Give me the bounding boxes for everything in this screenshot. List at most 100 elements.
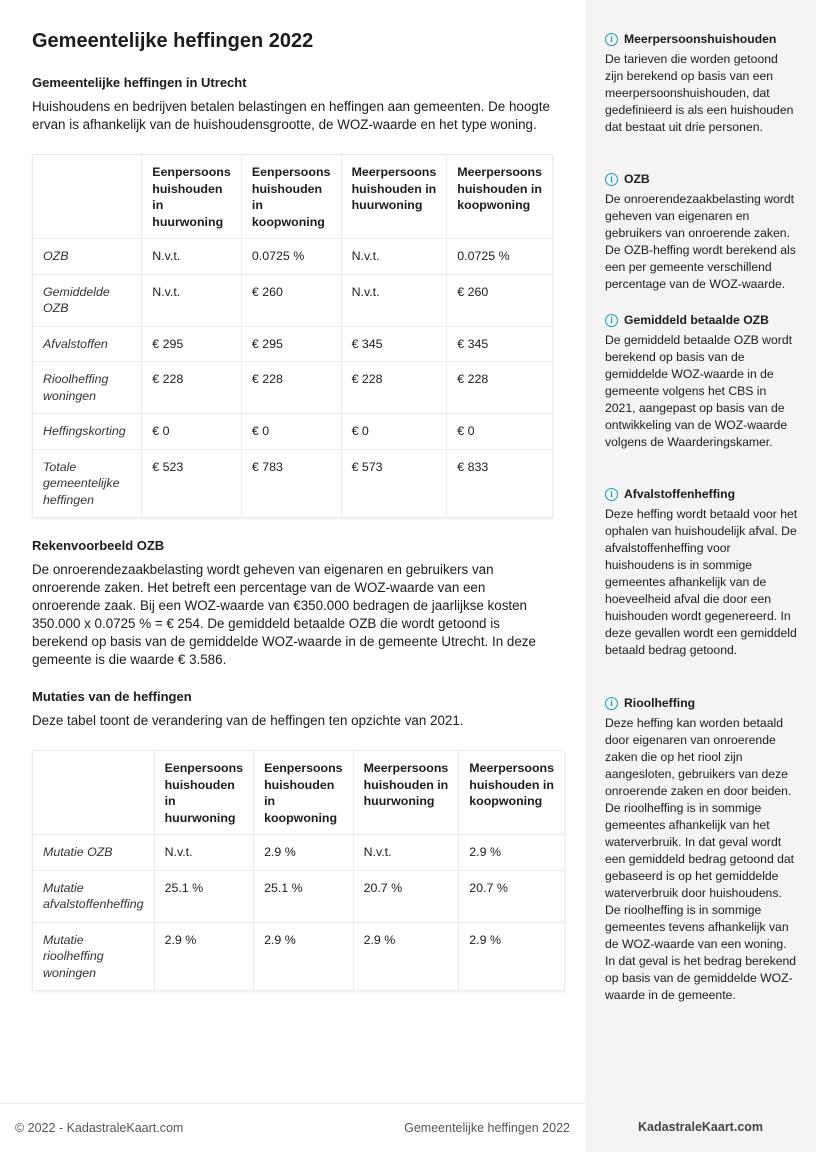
section-heading: Mutaties van de heffingen bbox=[32, 689, 192, 704]
table-row: Rioolheffing woningen € 228 € 228 € 228 € 22… bbox=[31, 361, 553, 414]
table-row: Mutatie rioolheffing woningen 2.9 % 2.9 % 2… bbox=[32, 921, 565, 991]
table-row: OZB N.v.t. 0.0725 % N.v.t. 0.0725 % bbox=[31, 238, 553, 275]
table-cell: € 228 bbox=[340, 361, 448, 414]
info-item: i Meerpersoonshuishouden De tarieven die w… bbox=[605, 32, 798, 136]
header-cell bbox=[32, 750, 155, 835]
header-row: Eenpersoons huishouden in huurwoning Eenp… bbox=[32, 750, 565, 835]
table-cell: N.v.t. bbox=[141, 273, 242, 327]
table-row: Afvalstoffen € 295 € 295 € 345 € 345 bbox=[31, 325, 553, 362]
mutations-table: Eenpersoons huishouden in huurwoning Eenp… bbox=[32, 750, 565, 991]
table-cell: € 833 bbox=[446, 448, 553, 518]
table-cell: € 0 bbox=[446, 413, 553, 450]
info-item: i OZB De onroerendezaakbelasting wordt geh… bbox=[605, 172, 798, 293]
info-heading: i OZB bbox=[605, 172, 798, 186]
table-cell: 2.9 % bbox=[458, 834, 565, 871]
header-cell: Eenpersoons huishouden in koopwoning bbox=[240, 154, 342, 239]
table-row: Mutatie OZB N.v.t. 2.9 % N.v.t. 2.9 % bbox=[32, 834, 565, 871]
table-cell: € 523 bbox=[141, 448, 242, 518]
table-cell: € 345 bbox=[446, 325, 553, 362]
paragraph: Deze tabel toont de verandering van de h… bbox=[32, 713, 464, 728]
info-title: Afvalstoffenheffing bbox=[624, 487, 736, 501]
header-cell: Eenpersoons huishouden in huurwoning bbox=[141, 154, 242, 239]
table-cell: € 573 bbox=[340, 448, 448, 518]
table-cell: € 0 bbox=[240, 413, 342, 450]
table-cell: € 0 bbox=[340, 413, 448, 450]
info-item: i Rioolheffing Deze heffing kan worden bet… bbox=[605, 696, 798, 1004]
info-text: De onroerendezaakbelasting wordt geheven… bbox=[605, 192, 796, 291]
info-icon: i bbox=[605, 32, 618, 46]
table-cell: 0.0725 % bbox=[240, 238, 342, 275]
table-cell: € 228 bbox=[141, 361, 242, 414]
table-cell: € 228 bbox=[446, 361, 553, 414]
table-row: Totale gemeentelijke heffingen € 523 € 783… bbox=[31, 448, 553, 518]
levies-table: Eenpersoons huishouden in huurwoning Eenp… bbox=[31, 154, 553, 518]
section-heading: Rekenvoorbeeld OZB bbox=[32, 538, 165, 553]
header-cell: Meerpersoons huishouden in koopwoning bbox=[458, 750, 565, 835]
header-row: Eenpersoons huishouden in huurwoning Eenp… bbox=[31, 154, 553, 239]
info-text: De gemiddeld betaalde OZB wordt berekend… bbox=[605, 333, 792, 449]
info-heading: i Meerpersoonshuishouden bbox=[605, 32, 798, 46]
paragraph: De onroerendezaakbelasting wordt geheven… bbox=[32, 562, 536, 667]
info-icon: i bbox=[605, 487, 618, 501]
table-cell: N.v.t. bbox=[340, 238, 448, 275]
table-cell: € 345 bbox=[340, 325, 448, 362]
table-cell: 20.7 % bbox=[458, 869, 565, 923]
main-content: Gemeentelijke heffingen 2022 Gemeentelij… bbox=[31, 30, 565, 1011]
table-cell: € 295 bbox=[141, 325, 242, 362]
table-cell: 2.9 % bbox=[253, 834, 354, 871]
row-label: Heffingskorting bbox=[31, 413, 143, 450]
footer-title: Gemeentelijke heffingen 2022 bbox=[404, 1121, 570, 1135]
table-cell: 0.0725 % bbox=[446, 238, 553, 275]
table-cell: € 260 bbox=[446, 273, 553, 327]
table-cell: 25.1 % bbox=[153, 869, 255, 923]
header-cell: Eenpersoons huishouden in huurwoning bbox=[153, 750, 255, 835]
header-cell bbox=[31, 154, 143, 239]
row-label: Mutatie rioolheffing woningen bbox=[32, 921, 155, 991]
info-item: i Gemiddeld betaalde OZB De gemiddeld beta… bbox=[605, 313, 798, 451]
table-cell: N.v.t. bbox=[352, 834, 460, 871]
row-label: OZB bbox=[31, 238, 143, 275]
table-cell: € 0 bbox=[141, 413, 242, 450]
sidebar: i Meerpersoonshuishouden De tarieven die w… bbox=[585, 0, 816, 1152]
table-row: Mutatie afvalstoffenheffing 25.1 % 25.1 % 2… bbox=[32, 869, 565, 923]
info-title: OZB bbox=[624, 172, 650, 186]
info-icon: i bbox=[605, 172, 618, 186]
info-title: Rioolheffing bbox=[624, 696, 696, 710]
table-cell: € 783 bbox=[240, 448, 342, 518]
info-text: Deze heffing kan worden betaald door eig… bbox=[605, 716, 797, 1002]
table-cell: N.v.t. bbox=[153, 834, 255, 871]
table-cell: € 228 bbox=[240, 361, 342, 414]
info-heading: i Afvalstoffenheffing bbox=[605, 487, 798, 501]
info-title: Gemiddeld betaalde OZB bbox=[624, 313, 769, 327]
table-row: Heffingskorting € 0 € 0 € 0 € 0 bbox=[31, 413, 553, 450]
row-label: Totale gemeentelijke heffingen bbox=[31, 448, 143, 518]
info-text: Deze heffing wordt betaald voor het opha… bbox=[605, 507, 798, 657]
row-label: Mutatie OZB bbox=[32, 834, 155, 871]
footer: © 2022 - KadastraleKaart.com Gemeentelij… bbox=[0, 1103, 585, 1153]
table-cell: 2.9 % bbox=[352, 921, 460, 991]
info-icon: i bbox=[605, 313, 618, 327]
header-cell: Meerpersoons huishouden in huurwoning bbox=[352, 750, 460, 835]
table-cell: € 295 bbox=[240, 325, 342, 362]
table-cell: 2.9 % bbox=[253, 921, 354, 991]
row-label: Gemiddelde OZB bbox=[31, 273, 143, 327]
copyright: © 2022 - KadastraleKaart.com bbox=[15, 1121, 184, 1135]
header-cell: Eenpersoons huishouden in koopwoning bbox=[253, 750, 354, 835]
title: Gemeentelijke heffingen 2022 bbox=[32, 30, 314, 52]
table-cell: N.v.t. bbox=[141, 238, 242, 275]
table-cell: 2.9 % bbox=[458, 921, 565, 991]
paragraph: Huishoudens en bedrijven betalen belasti… bbox=[32, 99, 550, 132]
table-cell: 25.1 % bbox=[253, 869, 354, 923]
row-label: Rioolheffing woningen bbox=[31, 361, 143, 414]
brand: KadastraleKaart.com bbox=[637, 1120, 764, 1134]
table-cell: 20.7 % bbox=[352, 869, 460, 923]
info-item: i Afvalstoffenheffing Deze heffing wordt b… bbox=[605, 487, 798, 659]
header-cell: Meerpersoons huishouden in huurwoning bbox=[340, 154, 448, 239]
info-text: De tarieven die worden getoond zijn bere… bbox=[605, 52, 794, 134]
info-icon: i bbox=[605, 696, 618, 710]
info-heading: i Gemiddeld betaalde OZB bbox=[605, 313, 798, 327]
row-label: Mutatie afvalstoffenheffing bbox=[32, 869, 155, 923]
table-cell: N.v.t. bbox=[340, 273, 448, 327]
